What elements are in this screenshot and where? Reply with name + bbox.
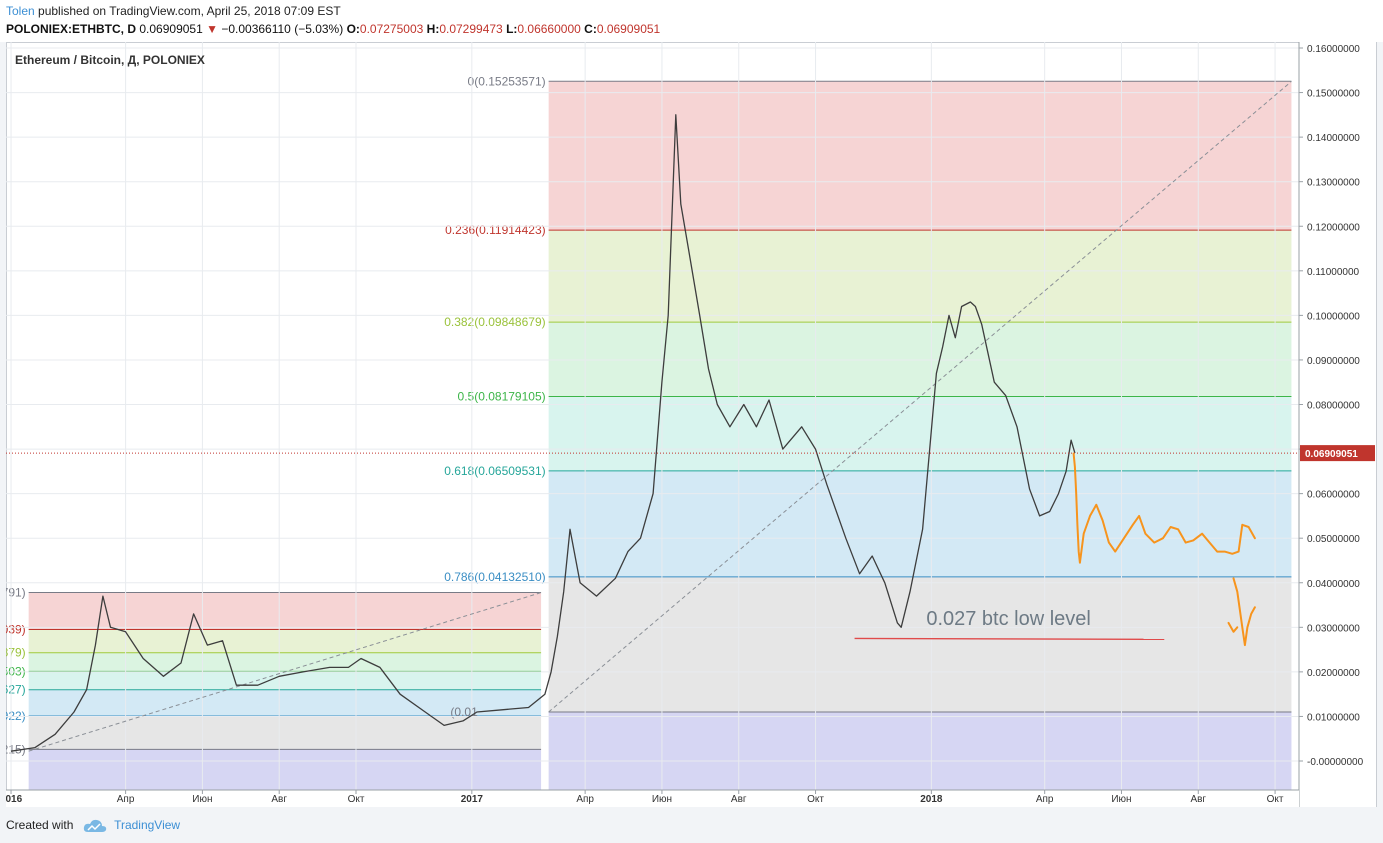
fib-level-label: 0.618(0.06509531): [444, 464, 545, 478]
fib-zone: [548, 230, 1292, 323]
forecast-path: [1072, 452, 1256, 564]
change-value: −0.00366110 (−5.03%): [221, 22, 344, 36]
fib-zone: [28, 629, 542, 653]
close-label: C:: [584, 22, 597, 36]
price-tick-label: 0.03000000: [1307, 623, 1360, 634]
close-value: 0.06909051: [596, 22, 661, 36]
chart-title: Ethereum / Bitcoin, Д, POLONIEX: [15, 53, 205, 67]
low-label: L:: [506, 22, 518, 36]
time-tick-label: Июн: [1111, 794, 1131, 805]
price-tick-label: 0.16000000: [1307, 44, 1360, 55]
fib-zone: [548, 322, 1292, 397]
forecast-path: [1227, 621, 1239, 633]
price-tick-label: 0.10000000: [1307, 311, 1360, 322]
price-line: [10, 114, 1076, 752]
fib-level-label: 735791): [6, 586, 26, 600]
open-value: 0.07275003: [359, 22, 424, 36]
fib-zone: [548, 576, 1292, 712]
fib-trend-line: [548, 81, 1292, 713]
fib-level-label: 0.382(0.09848679): [444, 315, 545, 329]
price-tick-label: 0.09000000: [1307, 356, 1360, 367]
price-axis[interactable]: [1299, 42, 1376, 807]
price-value: 0.06909051: [139, 22, 203, 36]
fib-level-label: 0(0.15253571): [468, 74, 546, 88]
high-label: H:: [426, 22, 440, 36]
price-tick-label: 0.13000000: [1307, 178, 1360, 189]
publish-info: Tolen published on TradingView.com, Apri…: [6, 4, 341, 18]
last-price-box: [1300, 445, 1375, 462]
fib-zone: [548, 396, 1292, 471]
price-chart[interactable]: 0(0.15253571) 0.236(0.11914423) 0.382(0.09…: [6, 42, 1377, 807]
price-tick-label: 0.14000000: [1307, 133, 1360, 144]
fib-zone: [28, 715, 542, 750]
time-tick-label: 2018: [920, 794, 943, 805]
fib-zone: [548, 711, 1292, 790]
fib-zone: [28, 652, 542, 672]
price-tick-label: 0.02000000: [1307, 668, 1360, 679]
time-tick-label: Авг: [731, 794, 747, 805]
time-axis[interactable]: [6, 790, 1299, 807]
publish-text: published on TradingView.com, April 25, …: [38, 4, 341, 18]
price-tick-label: 0.15000000: [1307, 89, 1360, 100]
fib-zone: [28, 592, 542, 630]
author-link[interactable]: Tolen: [6, 4, 35, 18]
fib-zone: [548, 81, 1292, 231]
forecast-path: [1232, 577, 1256, 647]
time-tick-label: Июн: [652, 794, 672, 805]
tradingview-link[interactable]: TradingView: [114, 818, 181, 832]
fib-zone: [28, 671, 542, 690]
price-tick-label: -0.00000000: [1307, 757, 1364, 768]
time-tick-label: Окт: [348, 794, 365, 805]
price-tick-label: 0.04000000: [1307, 579, 1360, 590]
fib-level-label: 0.5(0.08179105): [458, 390, 546, 404]
high-value: 0.07299473: [439, 22, 503, 36]
low-value: 0.06660000: [517, 22, 581, 36]
annotation-text: 0.027 btc low level: [926, 608, 1091, 630]
time-tick-label: Апр: [1036, 794, 1054, 805]
time-tick-label: Апр: [576, 794, 594, 805]
time-tick-label: Окт: [1267, 794, 1284, 805]
fib-level-label: 415379): [6, 646, 26, 660]
time-tick-label: Апр: [117, 794, 135, 805]
ohlc-bar: POLONIEX:ETHBTC, D 0.06909051 ▼ −0.00366…: [6, 22, 660, 36]
price-tick-label: 0.12000000: [1307, 222, 1360, 233]
open-label: O:: [346, 22, 360, 36]
time-tick-label: 2016: [6, 794, 23, 805]
fib-level-label: 920039): [6, 623, 26, 637]
fib-zone: [28, 749, 542, 790]
last-price-label: 0.06909051: [1305, 449, 1358, 460]
footer: Created with TradingView: [6, 818, 180, 833]
down-arrow-icon: ▼: [206, 22, 218, 36]
price-tick-label: 0.11000000: [1307, 267, 1360, 278]
fib-level-label: 599627): [6, 683, 26, 697]
tradingview-cloud-icon: [83, 819, 106, 832]
time-tick-label: Окт: [807, 794, 824, 805]
price-tick-label: 0.01000000: [1307, 712, 1360, 723]
price-tick-label: 0.06000000: [1307, 490, 1360, 501]
symbol-label[interactable]: POLONIEX:ETHBTC, D: [6, 22, 137, 36]
fib-zone: [28, 689, 542, 716]
price-tick-label: 0.08000000: [1307, 401, 1360, 412]
fib-trend-line: [28, 592, 542, 752]
time-tick-label: Авг: [271, 794, 287, 805]
fib-level-label: 0.236(0.11914423): [445, 223, 546, 237]
created-with-text: Created with: [6, 818, 74, 832]
price-tick-label: 0.05000000: [1307, 534, 1360, 545]
fib-level-label: 0.786(0.04132510): [444, 570, 545, 584]
time-tick-label: 2017: [461, 794, 484, 805]
time-tick-label: Авг: [1190, 794, 1206, 805]
fib-zone: [548, 470, 1292, 577]
time-tick-label: Июн: [192, 794, 212, 805]
chart-header: Tolen published on TradingView.com, Apri…: [0, 0, 1383, 42]
support-line: [854, 637, 1165, 641]
